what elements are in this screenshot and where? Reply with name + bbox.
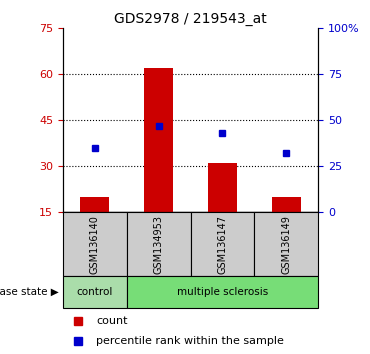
Text: GSM136140: GSM136140 — [90, 215, 100, 274]
Text: count: count — [96, 316, 128, 326]
Text: GSM134953: GSM134953 — [154, 215, 164, 274]
Text: disease state ▶: disease state ▶ — [0, 287, 59, 297]
Title: GDS2978 / 219543_at: GDS2978 / 219543_at — [114, 12, 267, 26]
Text: GSM136149: GSM136149 — [281, 215, 291, 274]
Bar — [255, 212, 318, 276]
Bar — [208, 163, 237, 212]
Text: multiple sclerosis: multiple sclerosis — [177, 287, 268, 297]
Bar — [191, 212, 255, 276]
Bar — [144, 68, 173, 212]
Bar — [63, 276, 127, 308]
Text: percentile rank within the sample: percentile rank within the sample — [96, 336, 284, 346]
Bar — [272, 197, 301, 212]
Bar — [63, 212, 127, 276]
Bar — [80, 197, 109, 212]
Bar — [127, 276, 318, 308]
Bar — [127, 212, 191, 276]
Text: GSM136147: GSM136147 — [218, 215, 228, 274]
Text: control: control — [77, 287, 113, 297]
